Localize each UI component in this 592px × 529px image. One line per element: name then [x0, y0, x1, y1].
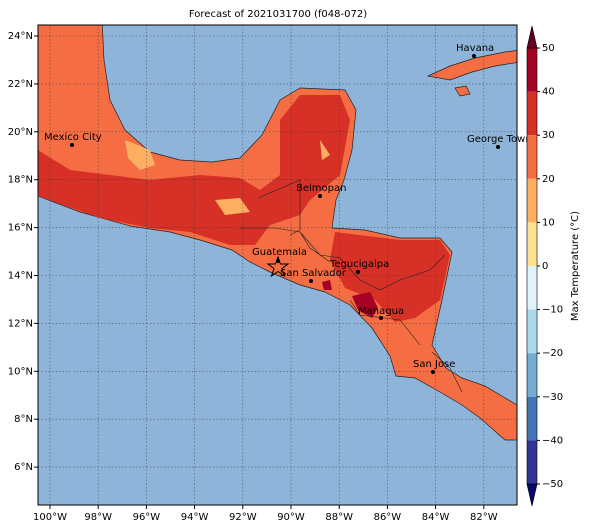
- colorbar-band: [527, 135, 537, 179]
- colorbar-band: [527, 48, 537, 92]
- title: Forecast of 2021031700 (f048-072): [189, 9, 367, 20]
- lat-label: 6°N: [14, 462, 33, 473]
- colorbar-tick-label: 50: [542, 43, 555, 54]
- colorbar-tick-label: −30: [542, 392, 563, 403]
- city-label: San Salvador: [280, 268, 347, 279]
- lat-label: 20°N: [8, 127, 33, 138]
- colorbar-band: [527, 266, 537, 310]
- city-marker: [431, 370, 435, 374]
- cities: Mexico City Belmopan Guatemala San Salva…: [44, 43, 532, 374]
- colorbar-tick-label: 20: [542, 174, 555, 185]
- colorbar-extend-bottom: [526, 483, 538, 507]
- city-label: San Jose: [413, 359, 455, 370]
- lat-label: 10°N: [8, 366, 33, 377]
- city-marker: [496, 145, 500, 149]
- graticule: 100°W 98°W 96°W 94°W 92°W 90°W 88°W 86°W 84°W 82°…: [8, 25, 517, 523]
- lat-label: 18°N: [8, 175, 33, 186]
- lat-label: 8°N: [14, 414, 33, 425]
- lon-label: 92°W: [229, 512, 257, 523]
- colorbar-band: [527, 440, 537, 484]
- colorbar-band: [527, 396, 537, 441]
- lat-label: 22°N: [8, 79, 33, 90]
- colorbar-band: [527, 309, 537, 354]
- city-label: George Town: [467, 134, 532, 145]
- cuba: [426, 50, 517, 97]
- colorbar-extend-top: [526, 25, 538, 49]
- colorbar-tick-label: 10: [542, 217, 555, 228]
- city-marker: [356, 270, 360, 274]
- city-marker: [309, 279, 313, 283]
- colorbar-band: [527, 178, 537, 223]
- hottest-region: [322, 280, 378, 318]
- map-frame: [37, 24, 518, 506]
- lat-label: 12°N: [8, 318, 33, 329]
- lat-label: 14°N: [8, 271, 33, 282]
- city-label: Tegucigalpa: [329, 259, 389, 270]
- star-marker: [266, 255, 290, 278]
- colorbar-tick-label: 40: [542, 87, 555, 98]
- lat-label: 16°N: [8, 223, 33, 234]
- colorbar-tick-label: 0: [542, 261, 548, 272]
- lon-label: 86°W: [374, 512, 402, 523]
- colorbar-tick-label: −20: [542, 348, 563, 359]
- lon-label: 88°W: [325, 512, 353, 523]
- map: [38, 25, 517, 505]
- city-label: Belmopan: [296, 183, 346, 194]
- colorbar-label: Max Temperature (°C): [570, 211, 581, 321]
- colorbar-tick-label: −40: [542, 435, 563, 446]
- borders: [240, 179, 463, 393]
- city-label: Mexico City: [44, 132, 102, 143]
- lon-label: 96°W: [133, 512, 161, 523]
- colorbar-tick-label: −50: [542, 479, 563, 490]
- city-marker: [70, 143, 74, 147]
- city-label: Guatemala: [252, 247, 307, 258]
- colorbar: 50 40 30 20 10 0 −10 −20 −30 −40 −50: [526, 25, 563, 507]
- mild-region: [125, 140, 330, 215]
- lon-label: 90°W: [277, 512, 305, 523]
- colorbar-band: [527, 353, 537, 397]
- city-label: Havana: [456, 43, 494, 54]
- colorbar-tick-label: 30: [542, 130, 555, 141]
- lon-label: 98°W: [84, 512, 112, 523]
- hot-region: [330, 232, 450, 322]
- lon-label: 82°W: [470, 512, 498, 523]
- lon-label: 84°W: [422, 512, 450, 523]
- city-marker: [472, 54, 476, 58]
- city-marker: [318, 194, 322, 198]
- city-marker: [379, 316, 383, 320]
- colorbar-band: [527, 91, 537, 136]
- lat-label: 24°N: [8, 31, 33, 42]
- colorbar-band: [527, 222, 537, 266]
- land: [38, 25, 517, 441]
- lon-label: 100°W: [33, 512, 67, 523]
- city-label: Managua: [358, 306, 404, 317]
- hot-region: [38, 95, 350, 245]
- lon-label: 94°W: [181, 512, 209, 523]
- colorbar-tick-label: −10: [542, 305, 563, 316]
